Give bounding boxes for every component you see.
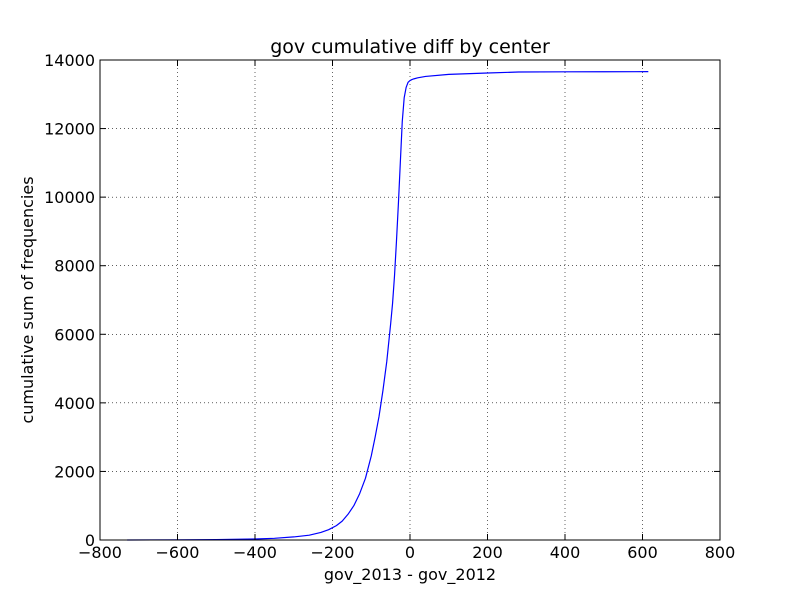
y-tick-label: 4000 bbox=[54, 394, 95, 413]
x-tick-label: −800 bbox=[78, 543, 122, 562]
series-line bbox=[127, 71, 649, 541]
ticks: −800 −600 −400 −200 0 200 400 600 80002000400060… bbox=[44, 51, 735, 562]
grid bbox=[100, 60, 720, 540]
x-tick-label: 600 bbox=[627, 543, 658, 562]
x-tick-label: −200 bbox=[311, 543, 355, 562]
y-tick-label: 0 bbox=[85, 531, 95, 550]
x-tick-label: 400 bbox=[550, 543, 581, 562]
x-tick-label: 200 bbox=[472, 543, 503, 562]
x-tick-label: 800 bbox=[705, 543, 736, 562]
chart-title: gov cumulative diff by center bbox=[270, 36, 550, 58]
y-tick-label: 6000 bbox=[54, 325, 95, 344]
y-tick-label: 12000 bbox=[44, 120, 95, 139]
y-tick-label: 14000 bbox=[44, 51, 95, 70]
series-layer bbox=[127, 71, 649, 541]
x-tick-label: −600 bbox=[156, 543, 200, 562]
x-tick-label: 0 bbox=[405, 543, 415, 562]
y-axis-label: cumulative sum of frequencies bbox=[18, 176, 37, 423]
y-tick-label: 2000 bbox=[54, 462, 95, 481]
x-axis-label: gov_2013 - gov_2012 bbox=[324, 565, 496, 585]
x-tick-label: −400 bbox=[233, 543, 277, 562]
y-tick-label: 10000 bbox=[44, 188, 95, 207]
y-tick-label: 8000 bbox=[54, 257, 95, 276]
